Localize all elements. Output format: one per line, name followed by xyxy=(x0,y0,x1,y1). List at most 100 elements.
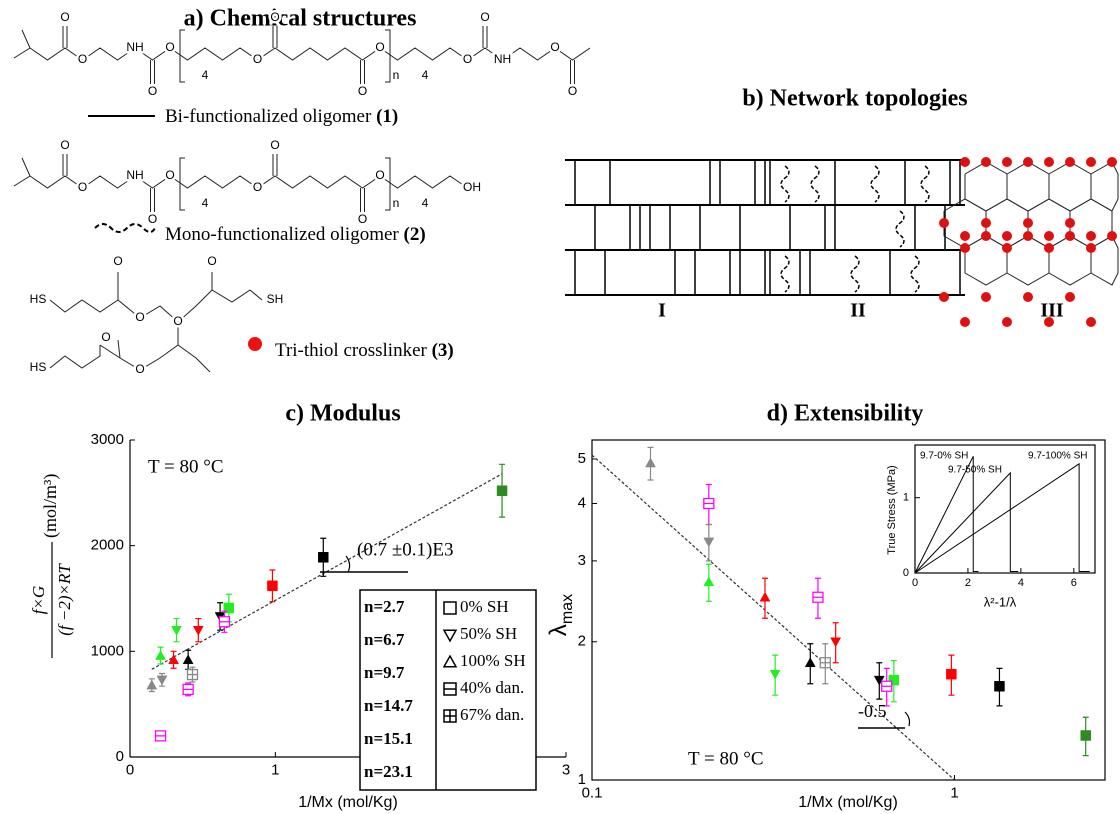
y-tick-label: 2000 xyxy=(91,537,124,554)
atom-label: O xyxy=(375,40,384,54)
data-point xyxy=(156,651,166,660)
atom-label: NH xyxy=(494,52,511,66)
data-point xyxy=(805,658,815,667)
legend-entry: n=14.7 xyxy=(364,696,413,715)
atom-label: O xyxy=(101,330,110,344)
panel-b-title: b) Network topologies xyxy=(742,86,967,112)
atom-label: O xyxy=(60,138,69,152)
atom-label: 4 xyxy=(422,68,429,82)
crosslink-dot xyxy=(939,292,949,302)
dangling-chain xyxy=(911,256,919,292)
crosslink-dot xyxy=(981,157,991,167)
curve-label: 9.7-50% SH xyxy=(948,465,1002,476)
legend-entry: n=2.7 xyxy=(364,597,405,616)
caption: Tri-thiol crosslinker (3) xyxy=(275,340,454,361)
data-point xyxy=(497,486,507,496)
bond xyxy=(50,345,100,368)
bond xyxy=(1091,162,1118,211)
y-label-symbol: λ xyxy=(545,624,572,636)
data-point xyxy=(820,658,830,668)
data-point xyxy=(770,670,780,679)
data-point xyxy=(318,552,328,562)
atom-label: NH xyxy=(126,168,143,182)
curve xyxy=(915,464,1090,573)
atom-label: O xyxy=(253,180,262,194)
legend-symbol-label: 100% SH xyxy=(460,651,526,670)
crosslink-dot xyxy=(1023,231,1033,241)
data-point xyxy=(193,626,203,635)
mono-oligomer-symbol xyxy=(95,224,155,232)
crosslinker-symbol xyxy=(248,337,262,351)
bond xyxy=(178,345,210,372)
atom-label: 4 xyxy=(202,68,209,82)
bond xyxy=(385,158,390,210)
atom-label: HS xyxy=(30,292,47,306)
crosslink-dot xyxy=(1002,317,1012,327)
legend-symbol-label: 67% dan. xyxy=(460,705,524,724)
crosslink-dot xyxy=(981,292,991,302)
x-tick-label: 2 xyxy=(965,577,971,589)
atom-label: n xyxy=(393,196,400,210)
bond xyxy=(50,290,262,322)
crosslink-dot xyxy=(1065,292,1075,302)
crosslink-dot xyxy=(981,231,991,241)
data-point xyxy=(704,577,714,586)
data-point xyxy=(882,681,892,691)
crosslink-dot xyxy=(960,317,970,327)
data-point xyxy=(183,655,193,664)
bond xyxy=(22,158,30,176)
dangling-chain xyxy=(921,166,929,202)
y-tick-label: 1 xyxy=(578,771,586,788)
slope-arc xyxy=(346,556,350,572)
atom-label: O xyxy=(253,52,262,66)
caption: Bi-functionalized oligomer (1) xyxy=(165,106,398,127)
atom-label: SH xyxy=(267,292,284,306)
x-tick-label: 0 xyxy=(126,761,134,778)
inset-y-label: True Stress (MPa) xyxy=(886,465,898,554)
bond xyxy=(965,236,1007,285)
bond xyxy=(1049,162,1091,211)
bond xyxy=(118,340,120,358)
x-tick-label: 1 xyxy=(950,784,958,801)
legend-symbol-label: 0% SH xyxy=(460,597,509,616)
dangling-chain xyxy=(781,166,789,202)
data-point xyxy=(157,676,167,685)
curve-label: 9.7-0% SH xyxy=(920,451,968,462)
crosslink-dot xyxy=(1086,317,1096,327)
bond xyxy=(30,176,468,188)
crosslink-dot xyxy=(1023,157,1033,167)
y-axis-label: λmax xyxy=(545,594,576,636)
atom-label: O xyxy=(113,254,122,268)
dangling-chain xyxy=(811,166,819,202)
crosslink-dot xyxy=(1002,231,1012,241)
y-tick-label: 2 xyxy=(578,633,586,650)
atom-label: OH xyxy=(463,180,481,194)
y-tick-label: 1000 xyxy=(91,642,124,659)
atom-label: O xyxy=(148,212,157,226)
atom-label: NH xyxy=(126,40,143,54)
crosslink-dot xyxy=(960,157,970,167)
y-tick-label: 0 xyxy=(903,567,909,579)
atom-label: O xyxy=(270,138,279,152)
plot-frame xyxy=(592,440,1105,780)
x-tick-label: 4 xyxy=(1018,577,1024,589)
chart-title: d) Extensibility xyxy=(767,401,924,427)
data-point xyxy=(267,581,277,591)
dangling-chain xyxy=(781,256,789,292)
bond xyxy=(22,30,30,48)
data-point xyxy=(183,684,193,694)
y-tick-label: 1 xyxy=(903,492,909,504)
legend-symbol xyxy=(444,710,456,722)
data-point xyxy=(156,731,166,741)
bond xyxy=(385,30,390,82)
atom-label: O xyxy=(165,40,174,54)
annotation: T = 80 °C xyxy=(148,456,224,477)
atom-label: O xyxy=(568,84,577,98)
crosslink-dot xyxy=(960,231,970,241)
data-point xyxy=(172,626,182,635)
caption: Mono-functionalized oligomer (2) xyxy=(165,224,426,245)
atom-label: O xyxy=(135,310,144,324)
x-tick-label: 1 xyxy=(271,761,279,778)
y-label-denominator: (f −2)×RT xyxy=(55,563,74,636)
y-axis-label: f×G(f −2)×RT(mol/m³) xyxy=(29,474,74,658)
